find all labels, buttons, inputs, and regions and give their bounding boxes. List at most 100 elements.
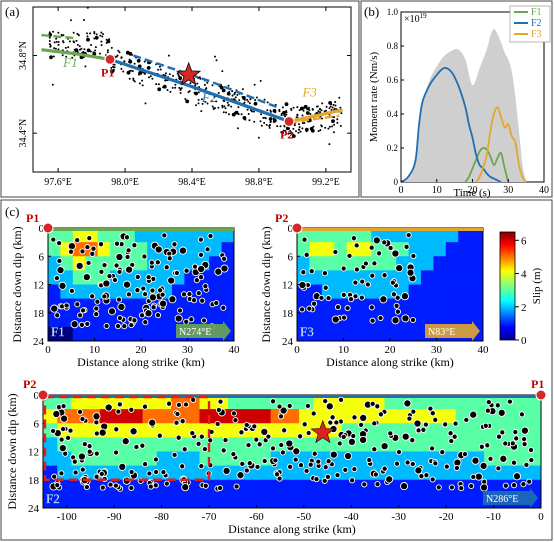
hypocenter-dot [292, 456, 299, 463]
slip-cell [185, 465, 200, 481]
aftershock-dot [330, 108, 333, 111]
hypocenter-dot [256, 441, 263, 448]
aftershock-dot [57, 31, 60, 34]
aftershock-dot [268, 117, 273, 121]
hypocenter-dot [359, 413, 368, 422]
slip-cell [445, 284, 459, 300]
hypocenter-dot [325, 458, 332, 465]
aftershock-dot [157, 87, 162, 92]
hypocenter-dot [93, 450, 100, 457]
aftershock-dot [249, 98, 252, 101]
slip-cell [526, 409, 542, 424]
aftershock-dot [105, 38, 108, 41]
aftershock-dot [327, 127, 330, 130]
slip-cell [185, 437, 200, 452]
moment-rate-panel: 0 10 20 30 40 0 0.2 0.4 0.6 0.8 1.0 ×1019 Moment r… [368, 5, 551, 199]
slip-cell [458, 228, 471, 243]
hypocenter-dot [134, 273, 141, 281]
aftershock-dot [193, 91, 196, 94]
hypocenter-dot [213, 299, 220, 307]
slip-cell [48, 284, 61, 300]
aftershock-dot [112, 68, 115, 71]
end-point-label: P2 [275, 211, 288, 225]
hypocenter-dot [67, 242, 76, 251]
hypocenter-dot [269, 445, 277, 452]
slip-cell [209, 256, 222, 271]
hypocenter-dot [93, 305, 100, 312]
hypocenter-dot [230, 451, 237, 458]
slip-cell [221, 284, 235, 300]
hypocenter-dot [420, 426, 427, 433]
aftershock-dot [325, 109, 327, 112]
hypocenter-dot [146, 470, 153, 477]
slip-cell [199, 395, 215, 410]
aftershock-dot [197, 102, 200, 105]
hypocenter-dot [404, 459, 411, 466]
hypocenter-dot [77, 452, 86, 461]
slip-cell [242, 395, 257, 410]
hypocenter-dot [435, 484, 442, 491]
hypocenter-dot [220, 264, 229, 273]
aftershock-dot [227, 104, 230, 106]
hypocenter-dot [374, 481, 381, 488]
epicenter-star [310, 419, 336, 444]
slip-cell [48, 326, 61, 342]
aftershock-dot [197, 91, 200, 94]
aftershock-dot [339, 106, 342, 109]
hypocenter-dot [358, 421, 365, 428]
mr-y-tick-label: 0.8 [387, 41, 399, 51]
aftershock-dot [333, 116, 336, 119]
aftershock-dot [79, 48, 81, 51]
hypocenter-dot [499, 429, 506, 436]
slip-cell [396, 270, 409, 285]
panel-label-c: (c) [5, 204, 19, 219]
hypocenter-dot [376, 250, 383, 257]
hypocenter-dot [233, 483, 240, 490]
hypocenter-dot [443, 463, 450, 470]
aftershock-dot [227, 84, 230, 87]
hypocenter-dot [79, 466, 86, 473]
hypocenter-dots [298, 232, 417, 325]
aftershock-dot [265, 123, 268, 126]
aftershock-dot [253, 101, 258, 106]
hypocenter-dot [198, 274, 205, 281]
hypocenter-dot [67, 427, 74, 434]
aftershock-dot [282, 110, 286, 115]
aftershock-dot [174, 86, 177, 89]
hypocenter-dot [512, 428, 519, 436]
direction-arrow [483, 488, 538, 508]
slip-cell [270, 479, 286, 495]
aftershock-dot [298, 126, 301, 129]
slip-x-tick-label: -90 [107, 511, 122, 523]
end-point-marker-left [37, 389, 49, 401]
slip-cell [85, 395, 101, 410]
slip-x-tick-label: 40 [229, 344, 241, 356]
aftershock-dot [169, 90, 172, 93]
aftershock-dot [331, 119, 335, 123]
hypocenter-dot [251, 423, 258, 430]
hypocenter-dot [78, 321, 85, 328]
slip-cell [356, 465, 371, 481]
map-x-tick-label: 97.6°E [44, 177, 72, 188]
colorbar-tick-label: 4 [521, 269, 527, 281]
aftershock-dot [53, 41, 56, 44]
aftershock-dot [133, 62, 136, 65]
hypocenter-dot [307, 461, 314, 468]
aftershock-dot [57, 48, 60, 51]
slip-ylabel: Distance down dip (km) [5, 393, 19, 509]
slip-cell [441, 395, 457, 410]
hypocenter-dot [107, 481, 114, 488]
slip-cell [408, 298, 422, 314]
aftershock-dot [243, 101, 246, 104]
aftershock-dot [93, 31, 96, 33]
aftershock-dot [164, 72, 167, 75]
map-plot-area [32, 6, 352, 173]
hypocenter-dot [94, 298, 101, 305]
hypocenter-dot [51, 473, 58, 480]
hypocenter-dots [49, 396, 535, 492]
aftershock-dot [86, 32, 88, 35]
hypocenter-dot [166, 255, 173, 262]
hypocenter-dot [125, 265, 134, 274]
aftershock-dot [149, 75, 152, 78]
slip-panel-F2: -100 -90 -80 -70 -60 -50 -40 -30 -20 -10 006121824… [5, 377, 547, 536]
